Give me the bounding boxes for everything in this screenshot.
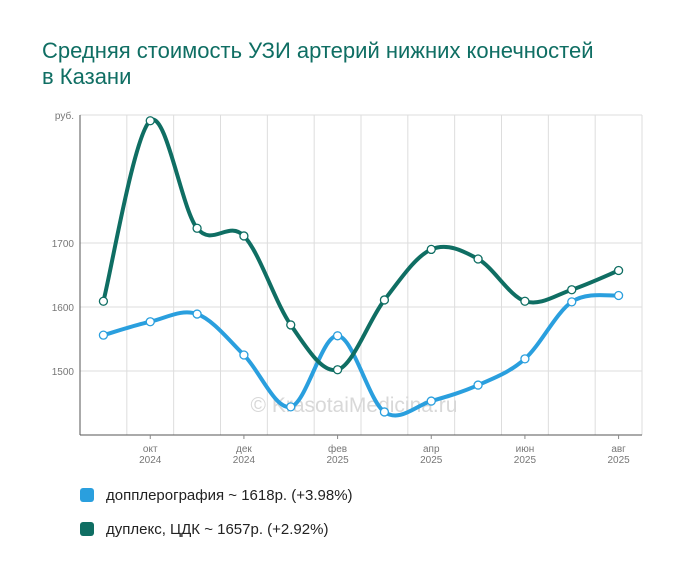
x-tick-month: апр <box>423 444 440 455</box>
data-point <box>567 285 577 295</box>
data-point <box>379 295 390 305</box>
legend-item-duplex[interactable]: дуплекс, ЦДК ~ 1657р. (+2.92%) <box>80 518 353 540</box>
y-tick-label: 1600 <box>52 303 75 314</box>
data-point <box>145 116 155 126</box>
data-point <box>98 330 109 340</box>
y-tick-label: 1500 <box>52 367 75 378</box>
x-tick-year: 2025 <box>607 455 630 466</box>
data-point <box>520 354 530 364</box>
data-point <box>239 231 249 241</box>
data-point <box>520 296 530 306</box>
data-point <box>613 290 624 301</box>
data-point <box>239 350 249 360</box>
data-point <box>145 317 155 327</box>
data-point <box>567 297 577 307</box>
x-tick-year: 2025 <box>420 455 443 466</box>
data-point <box>379 407 390 417</box>
x-tick-year: 2025 <box>514 455 537 466</box>
x-tick-month: июн <box>516 444 535 455</box>
data-point <box>473 254 483 264</box>
x-tick-year: 2025 <box>326 455 349 466</box>
data-point <box>473 380 483 390</box>
x-tick-month: окт <box>143 444 158 455</box>
legend-label: дуплекс, ЦДК ~ 1657р. (+2.92%) <box>106 520 329 538</box>
data-point <box>613 265 624 276</box>
data-point <box>332 365 343 375</box>
x-tick-year: 2024 <box>233 455 256 466</box>
x-tick-month: дек <box>236 444 252 455</box>
y-tick-label: 1700 <box>52 239 75 250</box>
legend: допплерография ~ 1618р. (+3.98%) дуплекс… <box>80 484 353 552</box>
x-tick-year: 2024 <box>139 455 162 466</box>
y-axis-unit: руб. <box>55 110 74 122</box>
data-point <box>426 244 436 255</box>
data-point <box>286 402 296 412</box>
data-point <box>98 296 109 306</box>
data-point <box>192 223 202 233</box>
data-point <box>332 331 343 341</box>
data-point <box>426 396 436 406</box>
data-point <box>192 309 202 319</box>
chart-title: Средняя стоимость УЗИ артерий нижних кон… <box>42 38 594 89</box>
legend-item-doppler[interactable]: допплерография ~ 1618р. (+3.98%) <box>80 484 353 506</box>
x-tick-month: авг <box>611 444 626 455</box>
data-point <box>286 320 296 330</box>
legend-label: допплерография ~ 1618р. (+3.98%) <box>106 486 353 504</box>
legend-swatch <box>80 522 94 536</box>
x-tick-month: фев <box>328 443 347 455</box>
legend-swatch <box>80 488 94 502</box>
